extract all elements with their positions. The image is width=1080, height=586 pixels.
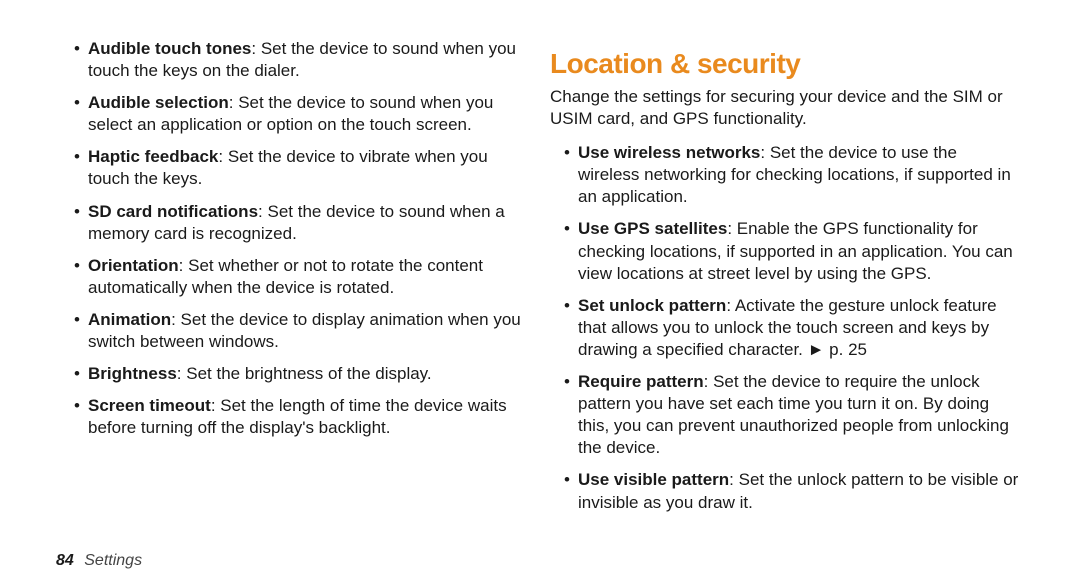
item-title: Set unlock pattern xyxy=(578,296,726,315)
left-column: Audible touch tones: Set the device to s… xyxy=(30,38,540,576)
item-title: Use visible pattern xyxy=(578,470,729,489)
list-item: Audible touch tones: Set the device to s… xyxy=(74,38,530,82)
right-bullet-list: Use wireless networks: Set the device to… xyxy=(550,142,1020,513)
item-title: Brightness xyxy=(88,364,177,383)
list-item: Use visible pattern: Set the unlock patt… xyxy=(564,469,1020,513)
list-item: Require pattern: Set the device to requi… xyxy=(564,371,1020,459)
item-title: Require pattern xyxy=(578,372,704,391)
item-title: Use GPS satellites xyxy=(578,219,727,238)
item-title: Haptic feedback xyxy=(88,147,218,166)
section-intro: Change the settings for securing your de… xyxy=(550,86,1020,130)
list-item: Screen timeout: Set the length of time t… xyxy=(74,395,530,439)
list-item: Use GPS satellites: Enable the GPS funct… xyxy=(564,218,1020,284)
list-item: Brightness: Set the brightness of the di… xyxy=(74,363,530,385)
item-title: SD card notifications xyxy=(88,202,258,221)
page-number: 84 xyxy=(56,552,74,569)
list-item: Orientation: Set whether or not to rotat… xyxy=(74,255,530,299)
item-desc: : Set the brightness of the display. xyxy=(177,364,432,383)
list-item: Use wireless networks: Set the device to… xyxy=(564,142,1020,208)
item-title: Animation xyxy=(88,310,171,329)
list-item: SD card notifications: Set the device to… xyxy=(74,201,530,245)
manual-page: Audible touch tones: Set the device to s… xyxy=(0,0,1080,586)
item-title: Audible selection xyxy=(88,93,229,112)
list-item: Set unlock pattern: Activate the gesture… xyxy=(564,295,1020,361)
item-title: Use wireless networks xyxy=(578,143,760,162)
list-item: Audible selection: Set the device to sou… xyxy=(74,92,530,136)
item-title: Orientation xyxy=(88,256,179,275)
item-title: Screen timeout xyxy=(88,396,211,415)
right-column: Location & security Change the settings … xyxy=(540,38,1050,576)
section-heading: Location & security xyxy=(550,48,1020,80)
footer-section: Settings xyxy=(84,552,142,569)
list-item: Animation: Set the device to display ani… xyxy=(74,309,530,353)
page-footer: 84 Settings xyxy=(56,552,142,570)
left-bullet-list: Audible touch tones: Set the device to s… xyxy=(60,38,530,439)
item-title: Audible touch tones xyxy=(88,39,251,58)
list-item: Haptic feedback: Set the device to vibra… xyxy=(74,146,530,190)
